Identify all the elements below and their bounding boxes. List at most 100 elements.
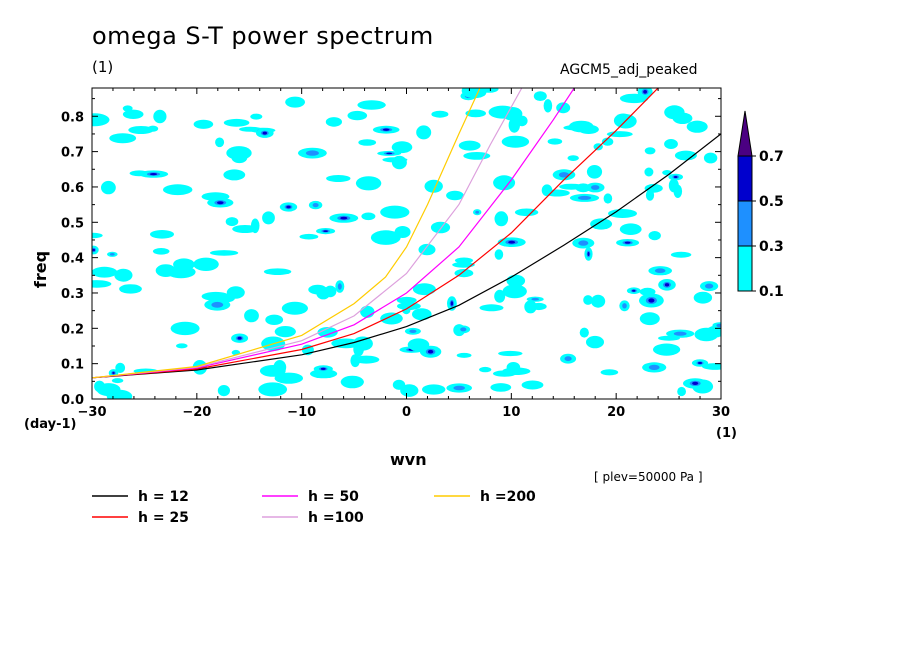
contour-patch-low xyxy=(358,139,377,146)
contour-patch-low xyxy=(122,109,144,120)
x-tick-label: 30 xyxy=(712,405,730,420)
legend: h = 12 h = 25 h = 50 h =100 h =200 xyxy=(92,489,536,526)
contour-patch-high xyxy=(92,248,96,252)
contour-patch-low xyxy=(479,88,499,93)
contour-patch-low xyxy=(543,99,553,113)
legend-label: h = 50 xyxy=(308,489,359,505)
colorbar-extend-arrow xyxy=(737,110,753,157)
colorbar-label: 0.7 xyxy=(759,149,784,165)
contour-patch-low xyxy=(258,382,288,397)
contour-patch-high xyxy=(323,230,328,233)
contour-patch-low xyxy=(92,266,118,278)
contour-patch-low xyxy=(128,126,154,134)
run-name: AGCM5_adj_peaked xyxy=(560,62,698,78)
contour-patch-high xyxy=(692,381,699,385)
contour-patch-high xyxy=(673,176,678,178)
contour-patch-low xyxy=(601,137,614,146)
contour-patch-high xyxy=(664,283,670,287)
contour-patch-high xyxy=(450,301,454,306)
contour-patch-low xyxy=(664,139,678,149)
contour-patch-low xyxy=(412,308,432,321)
contour-patch-low xyxy=(119,284,142,294)
contour-patch-low xyxy=(151,230,173,236)
contour-patch-low xyxy=(360,305,375,318)
contour-patch-mid xyxy=(211,301,224,308)
contour-patch-low xyxy=(458,140,481,151)
x-tick-label: 20 xyxy=(607,405,625,420)
contour-patch-low xyxy=(92,232,103,239)
contour-patch-low xyxy=(176,343,188,349)
dispersion-curve xyxy=(92,133,721,379)
contour-patch-low xyxy=(226,286,245,299)
contour-patch-low xyxy=(353,342,364,357)
legend-label: h =100 xyxy=(308,510,364,526)
contour-patch-high xyxy=(217,201,224,205)
contour-patch-low xyxy=(603,193,613,204)
contour-patch-low xyxy=(563,125,587,131)
x-tick-label: 10 xyxy=(502,405,520,420)
y-tick-label: 0.3 xyxy=(61,287,84,302)
contour-patch-low xyxy=(416,125,432,140)
colorbar-segment xyxy=(737,245,753,292)
contour-patch-mid xyxy=(705,283,714,289)
contour-patch-low xyxy=(648,231,661,241)
contour-patch-low xyxy=(370,230,401,245)
contour-patch-low xyxy=(317,327,338,338)
contour-patch-low xyxy=(115,362,126,373)
contour-patch-low xyxy=(686,120,708,133)
contour-patch-low xyxy=(664,105,685,120)
contour-patch-high xyxy=(286,205,291,209)
contour-patch-low xyxy=(274,372,303,384)
y-tick-label: 0.5 xyxy=(61,216,84,231)
contour-patch-low xyxy=(541,184,553,197)
contour-patch-high xyxy=(382,128,390,131)
contour-patch-low xyxy=(109,133,137,144)
contour-patch-mid xyxy=(337,283,342,290)
contour-patch-low xyxy=(391,155,407,170)
contour-patch-high xyxy=(340,216,348,220)
contour-patch-low xyxy=(122,105,133,112)
contour-patch-low xyxy=(152,248,170,255)
contour-patch-low xyxy=(193,119,214,129)
contour-patch-high xyxy=(149,173,158,176)
contour-patch-low xyxy=(454,257,474,264)
contour-patch-low xyxy=(325,117,342,127)
contour-patch-mid xyxy=(305,150,319,156)
x-tick-label: −30 xyxy=(78,405,107,420)
contour-patch-high xyxy=(632,289,636,292)
contour-patch-low xyxy=(494,211,509,227)
contour-patch-low xyxy=(488,105,517,119)
contour-patch-low xyxy=(600,369,619,376)
chart-title: omega S-T power spectrum xyxy=(92,22,434,50)
contour-patch-low xyxy=(644,183,663,193)
x-axis-unit: (1) xyxy=(716,426,737,441)
contour-patch-low xyxy=(514,208,539,217)
contour-patch-low xyxy=(521,380,544,390)
colorbar-segment xyxy=(737,200,753,247)
contour-patch-high xyxy=(643,90,647,94)
pressure-level-note: [ plev=50000 Pa ] xyxy=(594,470,703,484)
colorbar-label: 0.3 xyxy=(759,239,784,255)
contour-patch-low xyxy=(391,141,413,154)
x-tick-label: −10 xyxy=(287,405,316,420)
contour-patch-low xyxy=(479,304,504,312)
contour-patch-low xyxy=(696,328,721,338)
colorbar-label: 0.1 xyxy=(759,284,784,300)
contour-patch-high xyxy=(320,367,326,370)
contour-patch-low xyxy=(506,274,526,287)
contour-patch-high xyxy=(508,240,516,244)
y-tick-label: 0.0 xyxy=(61,393,84,408)
y-axis-unit: (day-1) xyxy=(24,417,77,432)
contour-patch-low xyxy=(347,110,368,121)
contour-patch-low xyxy=(101,180,116,195)
contour-patch-low xyxy=(583,295,593,305)
contour-patch-low xyxy=(644,167,654,177)
contour-patch-high xyxy=(624,241,631,244)
contour-patch-low xyxy=(92,280,112,288)
y-tick-label: 0.4 xyxy=(61,252,84,267)
contour-patch-low xyxy=(380,205,410,219)
contour-patch-low xyxy=(392,379,406,390)
contour-patch-low xyxy=(567,155,579,162)
contour-patch-low xyxy=(396,296,417,304)
contour-patch-mid xyxy=(453,385,466,391)
